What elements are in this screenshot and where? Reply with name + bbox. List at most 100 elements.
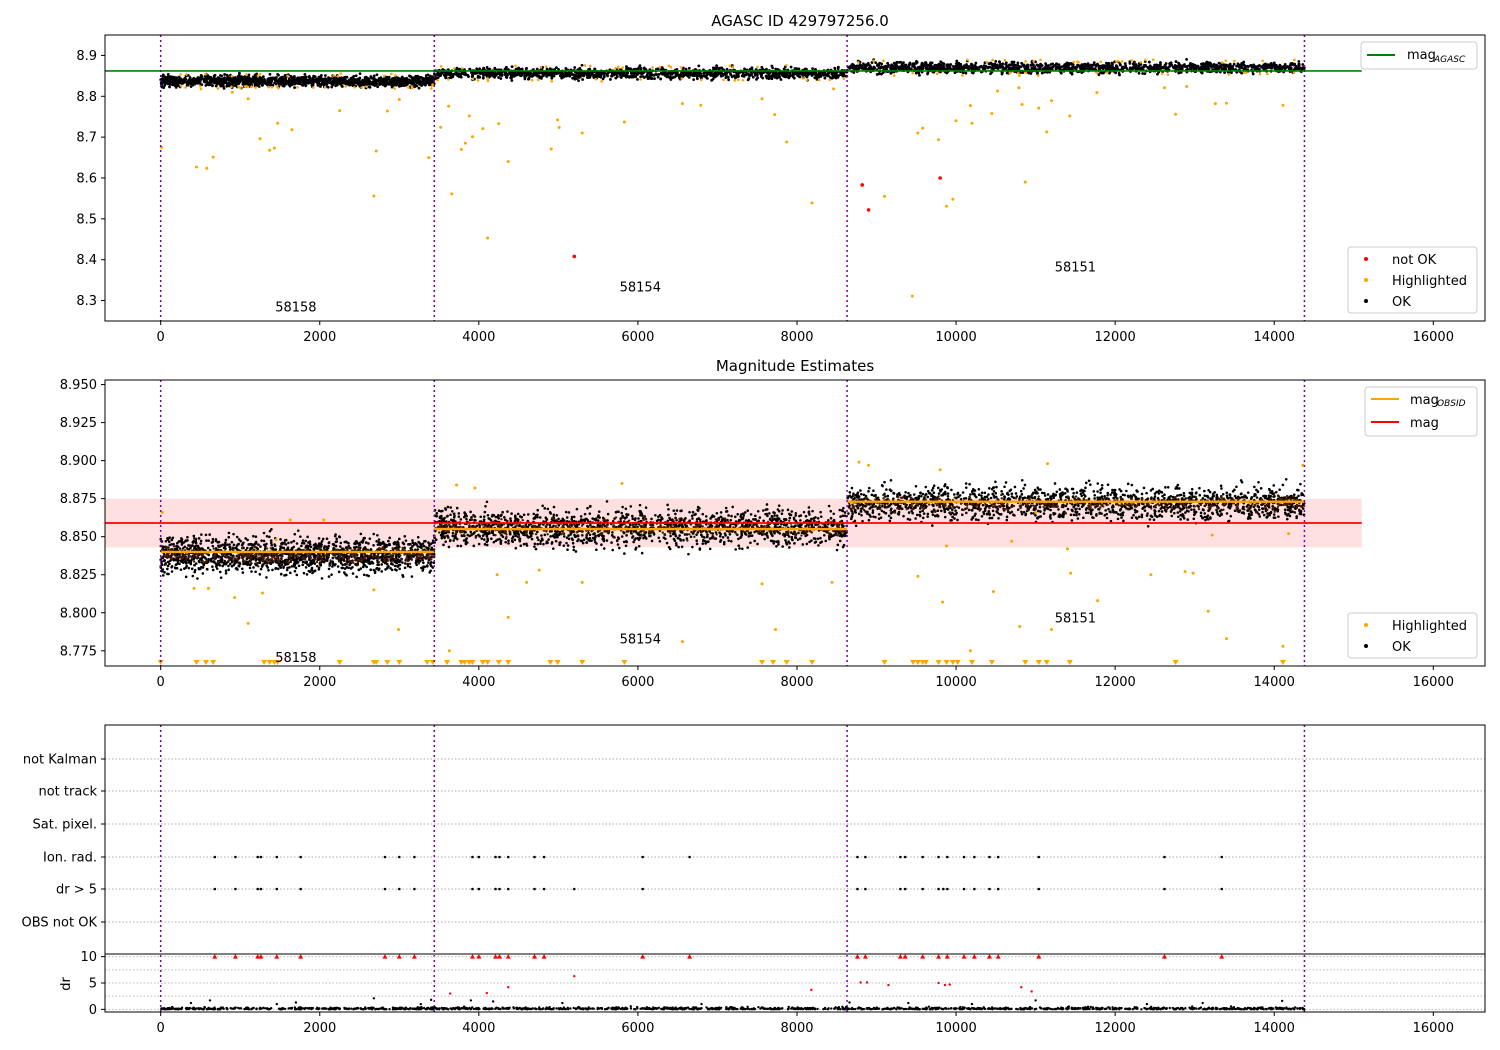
highlighted-point <box>1018 74 1021 77</box>
ok-point <box>1005 71 1009 75</box>
ok-point <box>1156 72 1159 76</box>
highlighted-point <box>185 73 188 76</box>
highlighted-point <box>1045 130 1049 134</box>
ok-point <box>296 78 300 82</box>
ok-point <box>430 546 434 550</box>
ok-point <box>921 66 925 70</box>
ok-point <box>1123 62 1127 65</box>
highlighted-point <box>921 126 925 130</box>
ok-point <box>1210 65 1213 69</box>
ok-point <box>1038 65 1042 68</box>
ok-point <box>403 566 407 570</box>
ok-point <box>1000 72 1004 76</box>
ok-point <box>1049 63 1053 66</box>
highlighted-point <box>842 77 846 81</box>
highlighted-point <box>471 77 475 81</box>
ok-point <box>274 77 278 81</box>
ok-point <box>897 60 901 64</box>
ok-point <box>552 74 556 78</box>
highlighted-point <box>1185 84 1189 88</box>
ok-point <box>1001 66 1005 69</box>
ok-point <box>230 80 234 84</box>
ok-point <box>268 77 272 80</box>
ok-point <box>998 65 1002 69</box>
ok-point <box>300 75 304 79</box>
ok-point <box>193 81 197 85</box>
ok-point <box>314 542 317 546</box>
ok-point <box>444 72 448 76</box>
ok-point <box>813 76 817 80</box>
ok-point <box>424 77 428 81</box>
highlighted-point <box>194 165 198 169</box>
highlighted-point <box>323 86 327 89</box>
ok-point <box>358 84 362 88</box>
ok-point <box>382 80 386 83</box>
ok-point <box>416 545 420 548</box>
ok-point <box>282 78 286 82</box>
ok-point <box>1010 60 1014 64</box>
ok-point <box>348 82 352 86</box>
ok-point <box>164 82 168 86</box>
highlighted-point <box>550 80 554 83</box>
ok-point <box>711 74 715 77</box>
ok-point <box>1051 65 1055 69</box>
ok-point <box>222 86 226 90</box>
highlighted-point <box>374 149 378 153</box>
highlighted-point <box>600 80 603 83</box>
ok-point <box>1297 60 1301 63</box>
ok-point <box>1102 71 1105 75</box>
highlighted-point <box>1017 71 1020 75</box>
ok-point <box>415 84 419 88</box>
ok-point <box>806 71 810 75</box>
ok-point <box>1257 64 1261 68</box>
ok-point <box>660 72 664 76</box>
highlighted-point <box>1162 86 1166 90</box>
ok-point <box>306 535 309 539</box>
ok-point <box>656 75 660 79</box>
ok-point <box>175 80 179 84</box>
highlighted-point <box>966 58 969 62</box>
ok-point <box>304 566 308 569</box>
highlighted-point <box>613 67 617 70</box>
ok-point <box>706 72 710 76</box>
ok-point <box>909 67 912 71</box>
ok-point <box>902 61 905 65</box>
ok-point <box>287 77 291 80</box>
highlighted-point <box>276 121 280 125</box>
ok-point <box>716 66 720 70</box>
ok-point <box>403 562 407 565</box>
ok-point <box>241 571 245 574</box>
ok-point <box>227 84 231 88</box>
ok-point <box>269 83 273 87</box>
highlighted-point <box>737 78 740 82</box>
ok-point <box>626 71 630 75</box>
highlighted-point <box>680 102 684 106</box>
ok-point <box>397 537 401 541</box>
ok-point <box>408 543 411 546</box>
ok-point <box>339 541 343 545</box>
highlighted-point <box>447 104 451 108</box>
ok-point <box>833 66 837 70</box>
highlighted-point <box>557 125 561 129</box>
ok-point <box>588 74 592 78</box>
ok-point <box>1232 62 1236 66</box>
ok-point <box>1178 65 1182 68</box>
ok-point <box>497 76 500 79</box>
ok-point <box>258 75 262 79</box>
ok-point <box>411 541 415 545</box>
ok-point <box>200 75 204 78</box>
ok-point <box>1216 65 1220 69</box>
ok-point <box>760 65 764 69</box>
ok-point <box>1270 66 1274 70</box>
ok-point <box>417 86 421 90</box>
ok-point <box>1110 63 1114 67</box>
ok-point <box>395 80 399 84</box>
ok-point <box>1158 63 1162 67</box>
ok-point <box>982 64 986 68</box>
ok-point <box>425 80 429 84</box>
ok-point <box>384 77 388 81</box>
ok-point <box>636 78 639 81</box>
ok-point <box>332 76 336 80</box>
ok-point <box>747 73 751 77</box>
